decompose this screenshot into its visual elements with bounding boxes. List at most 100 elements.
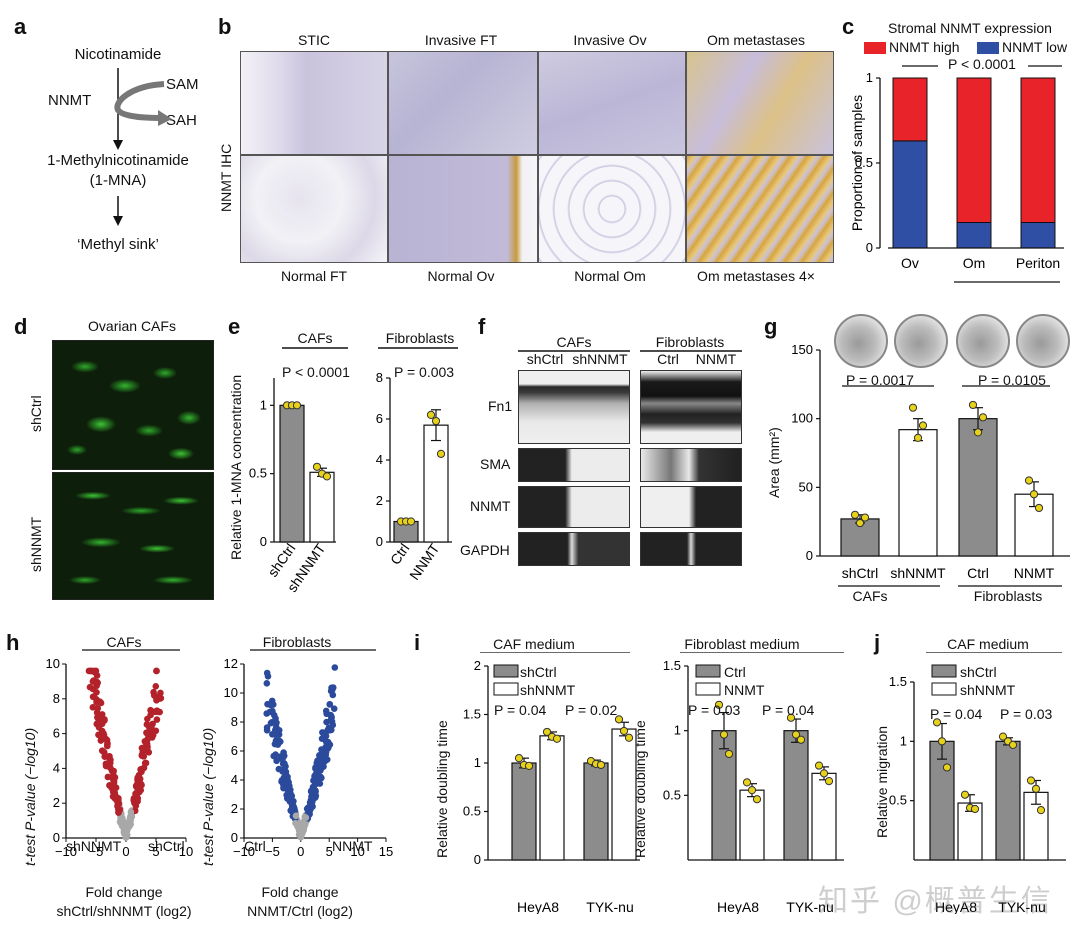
- chart-g-y-tick-label: 0: [806, 548, 813, 563]
- blot-lane-shnnmt: shNNMT: [572, 351, 628, 367]
- chart-j-bar: [957, 802, 983, 861]
- chart-h-left-point: [156, 695, 164, 702]
- panel-c-title: Stromal NNMT expression: [888, 20, 1052, 36]
- chart-e-right-y-tick-label: 0: [376, 534, 383, 549]
- chart-i-right-data-point: [742, 778, 752, 787]
- chart-h-right-x-tick-label: 0: [297, 844, 304, 859]
- panel-g-group1: CAFs: [852, 588, 888, 604]
- panel-e-title-rules: [282, 347, 458, 349]
- panel-g-p2: P = 0.0105: [978, 372, 1046, 388]
- panel-d-title: Ovarian CAFs: [88, 318, 176, 334]
- chart-j-data-point: [998, 732, 1008, 741]
- cofactor-in-label: SAM: [166, 76, 199, 93]
- panel-label-d: d: [14, 314, 28, 339]
- chart-i-left-y-tick-label: 0: [474, 852, 481, 867]
- chart-h-right-point: [324, 726, 331, 734]
- panel-d-row1: shCtrl: [28, 395, 44, 432]
- panel-label-e: e: [228, 314, 241, 339]
- chart-e-right-y-tick-label: 2: [376, 493, 383, 508]
- chart-h-left-point: [138, 765, 146, 773]
- chart-i-right-data-point: [824, 777, 834, 786]
- chart-h-right-point: [311, 781, 319, 788]
- gel-contraction-dish-nnmt: [1016, 314, 1070, 368]
- chart-i-right-y-tick-label: 1.5: [663, 658, 681, 673]
- panel-h-left-corner-l: shNNMT: [66, 838, 122, 854]
- blot-fn1-cafs: [518, 370, 630, 444]
- chart-e-right-bar: [423, 424, 449, 543]
- chart-i-left-x-label: TYK-nu: [586, 899, 633, 914]
- chart-g-y-tick-label: 100: [791, 411, 813, 426]
- gel-contraction-dish-shctrl: [834, 314, 888, 368]
- chart-e-right-y-tick-label: 4: [376, 452, 383, 467]
- chart-i-right-y-tick-label: 0.5: [663, 787, 681, 802]
- chart-h-right-point: [283, 777, 290, 784]
- chart-g-y-tick-label: 50: [799, 479, 813, 494]
- panel-i-right-p1: P = 0.03: [688, 702, 741, 718]
- chart-h-right-y-tick-label: 0: [231, 830, 238, 845]
- chart-h-right-point: [263, 724, 271, 731]
- chart-h-left-y-tick-label: 8: [53, 691, 60, 706]
- chart-g-data-point: [968, 400, 978, 410]
- panel-e-right-pvalue: P = 0.003: [394, 364, 455, 380]
- chart-g-bar: [898, 429, 938, 557]
- chart-i-left-data-point: [619, 726, 629, 736]
- chart-h-left-point: [106, 756, 114, 763]
- blot-gapdh-cafs: [518, 532, 630, 566]
- chart-c-y-tick-label: 1: [866, 70, 873, 85]
- ihc-title-normal-ov: Normal Ov: [427, 268, 495, 284]
- panel-i-right-legend-2: NNMT: [724, 682, 765, 698]
- chart-g-x-label: Ctrl: [967, 565, 989, 581]
- chart-h-left-point: [114, 802, 121, 810]
- chart-h-right-point: [283, 795, 291, 802]
- chart-h-right-point: [275, 765, 283, 773]
- chart-h-right-point: [272, 723, 280, 731]
- chart-c-bar-low: [1020, 222, 1056, 249]
- panel-i-right-title: Fibroblast medium: [684, 636, 800, 652]
- chart-h-left-point: [90, 677, 97, 684]
- ihc-title-stic: STIC: [298, 32, 330, 48]
- chart-g-data-point: [973, 428, 983, 437]
- substrate-label: Nicotinamide: [74, 46, 162, 63]
- chart-h-right-point: [298, 830, 305, 837]
- chart-i-left-data-point: [596, 760, 606, 770]
- chart-h-right-point: [292, 812, 300, 820]
- chart-i-left-bar: [511, 762, 537, 861]
- chart-h-left-point: [152, 682, 160, 690]
- chart-i-right-data-point: [752, 795, 762, 804]
- chart-h-left-x-tick-label: 10: [179, 844, 193, 859]
- chart-h-left-point: [149, 728, 157, 736]
- panel-i-left-p1: P = 0.04: [494, 702, 547, 718]
- ihc-title-invasive-ft: Invasive FT: [424, 32, 498, 48]
- blot-lane-ctrl: Ctrl: [657, 351, 679, 367]
- chart-h-left-point: [120, 823, 128, 831]
- blot-group1: CAFs: [556, 334, 592, 350]
- chart-g-x-label: NNMT: [1014, 565, 1055, 581]
- ihc-side-label: NNMT IHC: [218, 143, 234, 212]
- panel-label-c: c: [842, 14, 855, 39]
- chart-h-right-x-tick-label: 5: [326, 844, 333, 859]
- chart-i-right-x-label: HeyA8: [717, 899, 759, 914]
- chart-h-right-point: [330, 705, 338, 713]
- panel-i-left-title: CAF medium: [493, 636, 575, 652]
- cofactor-out-label: SAH: [166, 112, 197, 129]
- chart-h-right-point: [270, 752, 278, 760]
- chart-h-left-y-tick-label: 2: [53, 795, 60, 810]
- chart-g-data-point: [855, 518, 865, 528]
- panel-e-right-title: Fibroblasts: [385, 330, 455, 346]
- chart-h-left-point: [138, 744, 146, 752]
- chart-h-left-point: [150, 692, 158, 699]
- panel-label-h: h: [6, 630, 20, 655]
- blot-lane-shctrl: shCtrl: [526, 351, 564, 367]
- ihc-image-om-metastases-4x: [686, 155, 834, 263]
- panel-j-legend-1: shCtrl: [960, 664, 997, 680]
- chart-h-right-point: [324, 738, 332, 746]
- chart-h-right-x-tick-label: 15: [379, 844, 393, 859]
- panel-h-left-corner-r: shCtrl: [148, 838, 185, 854]
- chart-i-left-bar: [583, 762, 609, 861]
- micrograph-shctrl: [52, 340, 214, 470]
- chart-i-left-data-point: [542, 727, 552, 737]
- chart-c-y-tick-label: 0: [866, 240, 873, 255]
- chart-j-y-tick-label: 0.5: [889, 793, 907, 808]
- chart-j-bar: [929, 740, 955, 861]
- panel-h-left-xlabel-2: shCtrl/shNNMT (log2): [56, 903, 192, 919]
